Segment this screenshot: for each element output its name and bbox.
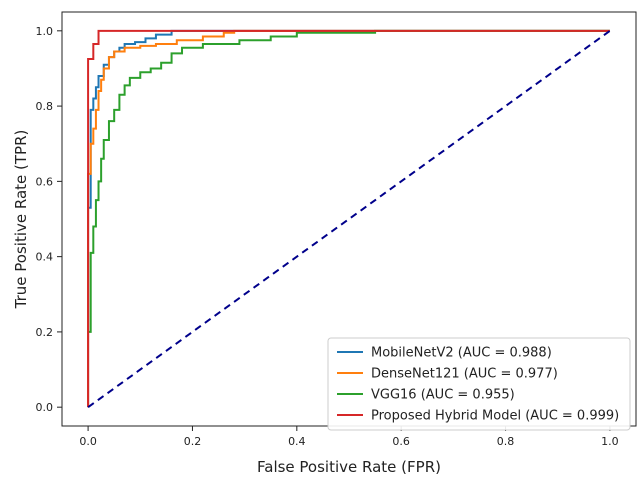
x-tick-label: 0.0 [79, 435, 97, 448]
roc-curve-series-3 [87, 29, 610, 408]
legend-entry: DenseNet121 (AUC = 0.977) [371, 367, 558, 382]
roc-curve-series-2 [88, 29, 610, 333]
y-tick-label: 0.6 [36, 175, 54, 188]
y-tick-label: 0.8 [36, 100, 54, 113]
legend-box [327, 337, 631, 431]
x-tick-label: 0.2 [184, 435, 202, 448]
y-tick-label: 0.2 [36, 326, 54, 339]
legend-entry: MobileNetV2 (AUC = 0.988) [371, 346, 552, 361]
x-tick-label: 1.0 [601, 435, 619, 448]
legend-entry: Proposed Hybrid Model (AUC = 0.999) [371, 409, 619, 424]
y-axis-label: True Positive Rate (TPR) [12, 130, 30, 310]
y-tick-label: 0.4 [36, 251, 54, 264]
x-tick-label: 0.8 [497, 435, 515, 448]
roc-curve-series-1 [87, 29, 610, 408]
roc-curves [87, 29, 611, 408]
y-tick-label: 0.0 [36, 401, 54, 414]
legend-entry: VGG16 (AUC = 0.955) [371, 388, 515, 403]
y-tick-label: 1.0 [36, 25, 54, 38]
x-axis-label: False Positive Rate (FPR) [257, 458, 441, 476]
x-tick-label: 0.6 [392, 435, 410, 448]
axis-ticks: 0.0 0.2 0.4 0.6 0.8 1.0 0.0 0.2 0.4 0.6 0.8 1.0 [36, 25, 619, 448]
legend: MobileNetV2 (AUC = 0.988) DenseNet121 (AU… [327, 337, 631, 431]
x-tick-label: 0.4 [288, 435, 306, 448]
